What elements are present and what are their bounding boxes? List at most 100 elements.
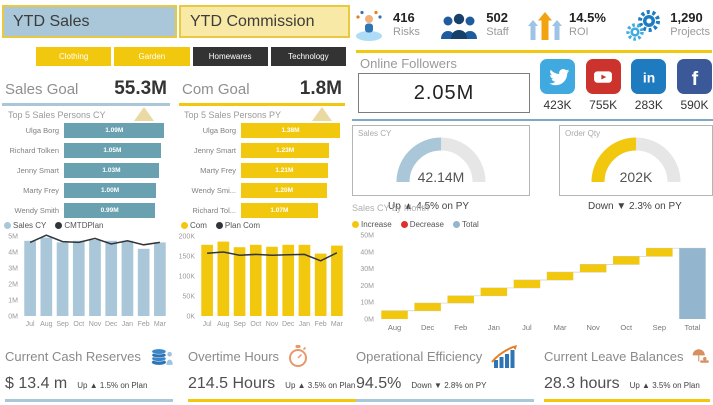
x-tick: Oct <box>73 321 84 328</box>
sales-goal-kpi: Sales Goal 55.3M <box>2 78 170 106</box>
gauge-fill <box>396 137 442 183</box>
column[interactable] <box>24 240 36 316</box>
column[interactable] <box>72 240 85 316</box>
top5-cy-title: Top 5 Sales Persons CY <box>8 110 106 120</box>
bar[interactable]: 1.09M <box>64 123 165 139</box>
filter-button-garden[interactable]: Garden <box>114 47 190 66</box>
column[interactable] <box>233 247 246 316</box>
column[interactable] <box>298 244 311 316</box>
waterfall-bar[interactable] <box>613 256 640 265</box>
column[interactable] <box>154 242 166 316</box>
bar[interactable]: 1.00M <box>64 182 157 198</box>
leave-balances-title: Current Leave Balances <box>544 348 684 364</box>
filter-button-homewares[interactable]: Homewares <box>192 47 268 66</box>
bar[interactable]: 1.05M <box>64 143 161 159</box>
waterfall-bar[interactable] <box>414 303 441 311</box>
column[interactable] <box>282 244 295 316</box>
bar-track: 1.21M <box>241 162 345 178</box>
social-youtube: 755K <box>585 59 621 112</box>
kpi-projects: 1,290 Projects <box>625 8 710 42</box>
x-tick: Dec <box>421 323 435 332</box>
column[interactable] <box>249 244 262 316</box>
bar[interactable]: 1.21M <box>241 162 328 178</box>
bar-row: Jenny Smart 1.23M <box>179 141 345 161</box>
column[interactable] <box>89 240 101 316</box>
waterfall-bar[interactable] <box>513 280 541 288</box>
overtime-hours-title: Overtime Hours <box>188 348 280 364</box>
bar-category-label: Wendy Smi... <box>191 185 236 195</box>
column[interactable] <box>56 242 69 316</box>
cash-reserves-title: Current Cash Reserves <box>5 348 141 364</box>
sales-cy-trend: Up ▲ 4.5% on PY <box>388 201 470 212</box>
risks-value: 416 <box>393 10 415 25</box>
bar-category-label: Marty Frey <box>200 165 236 175</box>
sales-goal-value: 55.3M <box>114 78 167 99</box>
bar[interactable]: 1.38M <box>241 123 340 139</box>
linkedin-icon: in <box>631 59 667 94</box>
y-tick: 200K <box>179 234 196 241</box>
bar-row: Ulga Borg 1.09M <box>2 121 170 141</box>
gauge-title: Sales CY <box>358 129 392 138</box>
legend-dot-sales-cy <box>4 222 11 229</box>
operational-efficiency-title: Operational Efficiency <box>356 348 483 364</box>
com-goal-kpi: Com Goal 1.8M <box>179 78 345 106</box>
x-tick: Nov <box>266 321 279 328</box>
waterfall-bar[interactable] <box>546 272 574 281</box>
coins-icon <box>151 348 173 365</box>
waterfall-bar[interactable] <box>381 310 408 319</box>
column[interactable] <box>40 237 53 316</box>
social-linkedin: in 283K <box>631 59 667 112</box>
bar[interactable]: 1.03M <box>64 162 159 178</box>
bar-chart-icon <box>491 345 518 368</box>
legend-label: Plan Com <box>224 221 261 230</box>
x-tick: Oct <box>620 323 633 332</box>
waterfall-bar[interactable] <box>579 264 607 273</box>
roi-value: 14.5% <box>569 10 606 25</box>
bar[interactable]: 1.23M <box>241 143 330 159</box>
sales-cy-gauge: Sales CY 42.14M <box>352 125 530 196</box>
column[interactable] <box>137 248 150 316</box>
column[interactable] <box>217 241 230 316</box>
bar-row: Richard Tol... 1.07M <box>179 200 345 220</box>
waterfall-bar[interactable] <box>480 287 508 296</box>
plan-line <box>207 251 338 262</box>
column[interactable] <box>121 240 134 316</box>
legend-dot-total <box>452 221 460 228</box>
top5-py-title: Top 5 Sales Persons PY <box>184 110 282 120</box>
com-goal-label: Com Goal <box>182 81 250 98</box>
bar-category-label: Marty Frey <box>23 185 59 195</box>
bar-track: 1.09M <box>64 123 170 139</box>
kpi-underline <box>544 399 710 402</box>
bar[interactable]: 0.99M <box>64 202 156 218</box>
x-tick: Jul <box>203 321 212 328</box>
column[interactable] <box>314 253 327 316</box>
youtube-icon <box>585 59 621 94</box>
operational-efficiency-trend: Down ▼ 2.8% on PY <box>411 381 487 390</box>
filter-button-technology[interactable]: Technology <box>270 47 346 66</box>
x-tick: Mar <box>331 321 344 328</box>
up-arrow-icon <box>134 107 154 121</box>
bar[interactable]: 1.20M <box>241 182 328 198</box>
y-tick: 1M <box>8 298 18 305</box>
column[interactable] <box>105 240 118 316</box>
column[interactable] <box>266 246 278 316</box>
social-twitter: 423K <box>540 59 575 112</box>
waterfall-bar[interactable] <box>646 248 673 257</box>
y-tick: 50K <box>183 294 196 301</box>
filter-button-clothing[interactable]: Clothing <box>36 47 112 66</box>
bar-track: 0.99M <box>64 202 170 218</box>
waterfall-bar[interactable] <box>447 295 474 304</box>
column[interactable] <box>201 244 213 316</box>
plan-line <box>29 234 160 246</box>
y-tick: 20M <box>360 283 374 290</box>
legend-dot-increase <box>352 221 359 228</box>
column[interactable] <box>331 245 343 316</box>
cash-reserves-trend: Up ▲ 1.5% on Plan <box>77 381 148 390</box>
gauge-arc: 202K <box>576 124 696 193</box>
waterfall-bar[interactable] <box>679 248 706 319</box>
legend-dot-cmtdplan <box>55 222 63 229</box>
sales-by-month-waterfall-chart: 0M 10M 20M 30M 40M 50M Aug Dec Feb Jan Jul Mar Nov Oc… <box>360 233 706 332</box>
bar[interactable]: 1.07M <box>241 202 318 218</box>
x-tick: Feb <box>138 321 150 328</box>
blue-divider <box>352 119 713 121</box>
